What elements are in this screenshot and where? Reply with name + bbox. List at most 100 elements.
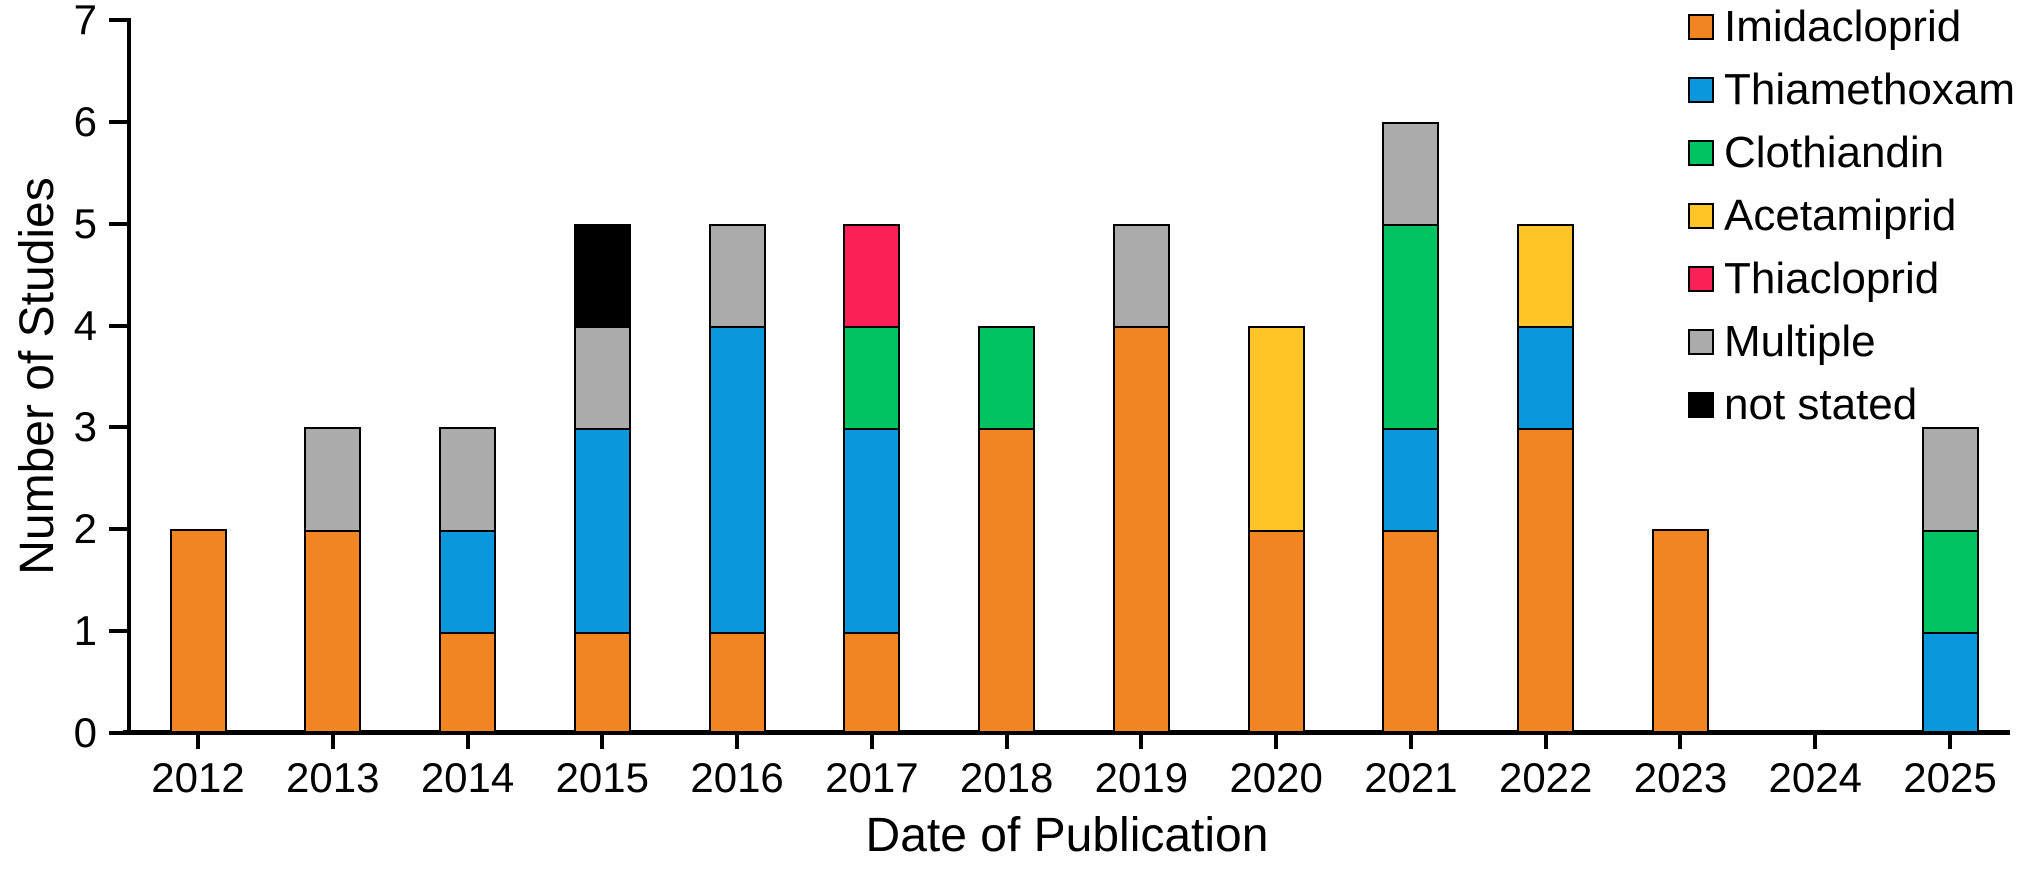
bar-segment bbox=[1517, 325, 1575, 430]
bar-segment bbox=[978, 427, 1036, 733]
y-tick bbox=[109, 18, 127, 22]
x-tick-label: 2012 bbox=[151, 754, 245, 801]
bar-segment bbox=[1382, 427, 1440, 532]
x-tick bbox=[1678, 735, 1683, 749]
legend-swatch bbox=[1688, 392, 1714, 418]
y-tick bbox=[109, 323, 127, 328]
bar-segment bbox=[708, 631, 766, 733]
bar-segment bbox=[1382, 121, 1440, 227]
x-tick-label: 2013 bbox=[286, 754, 380, 801]
bar-segment bbox=[439, 631, 497, 733]
legend-item: not stated bbox=[1688, 383, 1917, 427]
bar-segment bbox=[1112, 325, 1170, 733]
legend-item: Thiacloprid bbox=[1688, 257, 1939, 301]
x-tick-label: 2022 bbox=[1498, 754, 1593, 801]
y-tick-label: 2 bbox=[73, 505, 97, 553]
x-axis-title: Date of Publication bbox=[865, 809, 1269, 862]
legend-item: Imidacloprid bbox=[1688, 5, 1961, 49]
legend-swatch bbox=[1688, 14, 1714, 40]
bar-segment bbox=[843, 427, 901, 634]
bar-segment bbox=[304, 427, 362, 532]
x-tick-label: 2023 bbox=[1633, 754, 1728, 801]
bar-segment bbox=[708, 325, 766, 634]
bar-segment bbox=[708, 223, 766, 329]
x-tick bbox=[1948, 735, 1952, 749]
bar-segment bbox=[1247, 529, 1305, 733]
x-tick bbox=[1004, 735, 1009, 749]
legend-label: Multiple bbox=[1724, 317, 1876, 366]
y-tick-label: 6 bbox=[73, 97, 97, 145]
x-tick-label: 2020 bbox=[1229, 754, 1323, 801]
legend-item: Clothiandin bbox=[1688, 131, 1944, 175]
legend-label: Thiacloprid bbox=[1724, 254, 1940, 303]
bar-segment bbox=[843, 223, 901, 329]
x-tick-label: 2014 bbox=[420, 754, 515, 801]
bar-segment bbox=[1921, 529, 1979, 634]
legend-label: not stated bbox=[1724, 380, 1918, 429]
y-tick bbox=[109, 527, 127, 532]
x-tick-label: 2019 bbox=[1094, 754, 1189, 801]
y-tick bbox=[109, 731, 127, 735]
y-tick-label: 5 bbox=[73, 199, 97, 247]
bar-segment bbox=[1517, 427, 1575, 733]
bar-segment bbox=[573, 223, 631, 329]
y-axis-title: Number of Studies bbox=[11, 177, 64, 575]
x-tick bbox=[330, 735, 335, 749]
x-tick-label: 2017 bbox=[825, 754, 919, 801]
bar-segment bbox=[169, 529, 227, 733]
x-tick-label: 2024 bbox=[1768, 754, 1862, 801]
x-tick bbox=[465, 735, 470, 749]
y-tick bbox=[109, 425, 127, 430]
y-tick-label: 1 bbox=[73, 607, 97, 655]
y-tick bbox=[109, 221, 127, 226]
legend-swatch bbox=[1688, 203, 1714, 229]
bar-segment bbox=[978, 325, 1036, 430]
y-tick-label: 0 bbox=[73, 709, 97, 756]
legend-swatch bbox=[1688, 77, 1714, 103]
legend-label: Thiamethoxam bbox=[1724, 65, 2016, 114]
y-tick bbox=[109, 629, 127, 634]
bar-segment bbox=[1517, 223, 1575, 329]
bar-segment bbox=[573, 631, 631, 733]
bar-segment bbox=[1382, 223, 1440, 430]
bar-segment bbox=[843, 325, 901, 430]
x-tick bbox=[600, 735, 605, 749]
legend-swatch bbox=[1688, 140, 1714, 166]
y-tick-label: 3 bbox=[73, 403, 97, 451]
y-tick bbox=[109, 119, 127, 124]
bar-segment bbox=[1382, 529, 1440, 733]
x-tick bbox=[1813, 735, 1818, 749]
legend-swatch bbox=[1688, 329, 1714, 355]
x-tick-label: 2025 bbox=[1903, 754, 1997, 801]
x-tick bbox=[1543, 735, 1548, 749]
legend-label: Clothiandin bbox=[1724, 128, 1945, 177]
bar-segment bbox=[1247, 325, 1305, 532]
bar-segment bbox=[304, 529, 362, 733]
bar-segment bbox=[1921, 427, 1979, 532]
legend-item: Thiamethoxam bbox=[1688, 68, 2015, 112]
y-tick-label: 4 bbox=[73, 301, 97, 349]
x-tick bbox=[869, 735, 874, 749]
legend-label: Imidacloprid bbox=[1724, 2, 1962, 51]
legend-label: Acetamiprid bbox=[1724, 191, 1957, 240]
bar-segment bbox=[1651, 529, 1709, 733]
x-tick bbox=[1408, 735, 1413, 749]
y-tick-label: 7 bbox=[73, 0, 97, 43]
legend-swatch bbox=[1688, 266, 1714, 292]
x-tick-label: 2018 bbox=[959, 754, 1054, 801]
x-tick bbox=[196, 735, 200, 749]
legend-item: Multiple bbox=[1688, 320, 1876, 364]
bar-segment bbox=[573, 325, 631, 430]
bar-segment bbox=[439, 427, 497, 532]
bar-segment bbox=[1921, 631, 1979, 733]
bar-segment bbox=[1112, 223, 1170, 329]
x-tick bbox=[1139, 735, 1144, 749]
x-tick-label: 2021 bbox=[1364, 754, 1458, 801]
bar-segment bbox=[439, 529, 497, 634]
bar-segment bbox=[843, 631, 901, 733]
bar-segment bbox=[573, 427, 631, 634]
x-tick-label: 2016 bbox=[690, 754, 784, 801]
y-axis-line bbox=[127, 18, 131, 735]
x-tick bbox=[1274, 735, 1279, 749]
